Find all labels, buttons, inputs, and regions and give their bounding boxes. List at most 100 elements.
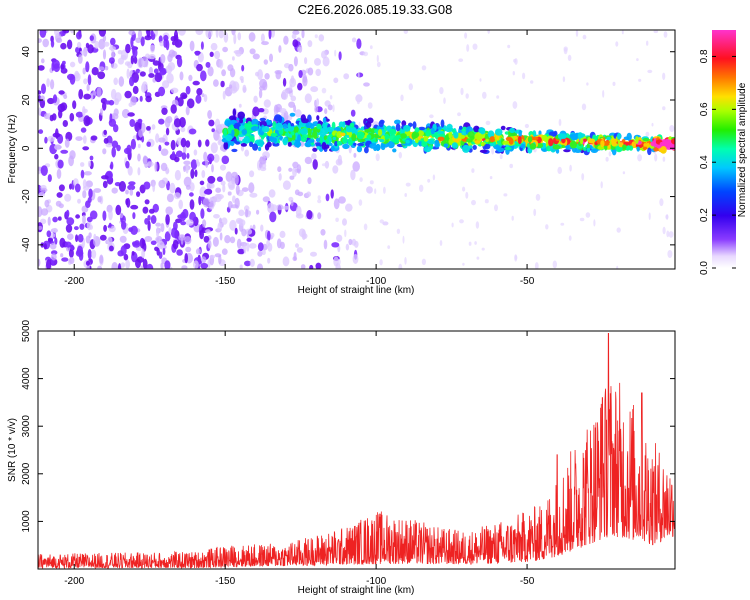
spectrogram-noise-blob: [279, 230, 286, 238]
spectrogram-faint-blob: [357, 72, 360, 79]
spectrogram-noise-blob: [135, 258, 141, 269]
spectrogram-signal-blob: [412, 131, 420, 139]
spectrogram-faint-blob: [560, 222, 565, 226]
spectrogram-noise-blob: [229, 219, 237, 231]
spectrogram-noise-blob: [234, 174, 239, 186]
spectrogram-noise-blob: [245, 208, 249, 218]
spectrogram-noise-blob: [120, 245, 127, 256]
spectrogram-noise-blob: [64, 193, 72, 202]
spectrogram-y-label: Frequency (Hz): [7, 115, 18, 184]
spectrogram-signal-blob: [448, 131, 453, 139]
spectrogram-noise-blob: [80, 162, 85, 167]
spectrogram-noise-blob: [242, 87, 247, 93]
spectrogram-faint-blob: [600, 181, 603, 189]
spectrogram-faint-blob: [669, 125, 675, 132]
spectrogram-x-label: Height of straight line (km): [298, 285, 415, 296]
spectrogram-noise-blob: [333, 198, 340, 210]
spectrogram-noise-blob: [60, 64, 65, 70]
spectrogram-signal-blob: [458, 134, 466, 139]
spectrogram-noise-blob: [60, 42, 67, 50]
spectrogram-noise-blob: [194, 51, 200, 56]
spectrogram-noise-blob: [186, 98, 195, 109]
spectrogram-noise-blob: [110, 161, 114, 170]
spectrogram-noise-blob: [322, 56, 330, 67]
spectrogram-noise-blob: [86, 216, 93, 223]
spectrogram-noise-blob: [127, 184, 136, 191]
spectrogram-noise-blob: [189, 40, 195, 52]
spectrogram-signal-blob: [275, 122, 284, 131]
spectrogram-noise-blob: [120, 262, 126, 268]
spectrogram-faint-blob: [451, 222, 454, 228]
spectrogram-noise-blob: [338, 196, 346, 204]
spectrogram-noise-blob: [214, 50, 221, 60]
spectrogram-noise-blob: [185, 85, 191, 95]
spectrogram-noise-blob: [331, 242, 340, 248]
spectrogram-signal-blob: [484, 143, 491, 150]
spectrogram-noise-blob: [363, 82, 370, 87]
spectrogram-faint-blob: [612, 81, 616, 86]
spectrogram-noise-blob: [267, 230, 271, 241]
colorbar-label: Normalized spectral amplitude: [737, 82, 748, 217]
spectrogram-noise-blob: [256, 209, 260, 215]
spectrogram-noise-blob: [324, 160, 330, 169]
spectrogram-noise-blob: [189, 192, 194, 197]
spectrogram-noise-blob: [307, 67, 314, 76]
spectrogram-noise-blob: [168, 227, 172, 234]
spectrogram-signal-blob: [312, 147, 318, 152]
spectrogram-noise-blob: [348, 238, 353, 246]
spectrogram-noise-blob: [333, 77, 339, 84]
spectrogram-signal-blob: [440, 119, 445, 128]
spectrogram-faint-blob: [421, 258, 426, 265]
spectrogram-noise-blob: [130, 55, 135, 65]
spectrogram-signal-blob: [635, 136, 639, 144]
spectrogram-noise-blob: [298, 228, 306, 237]
spectrogram-noise-blob: [150, 240, 157, 246]
spectrogram-noise-blob: [38, 65, 45, 71]
spectrogram-noise-blob: [102, 148, 107, 155]
spectrogram-signal-blob: [473, 125, 480, 133]
spectrogram-noise-blob: [258, 108, 265, 113]
spectrogram-noise-blob: [221, 248, 228, 255]
spectrogram-signal-blob: [223, 128, 227, 137]
spectrogram-signal-blob: [553, 130, 558, 137]
spectrogram-noise-blob: [132, 212, 136, 220]
spectrogram-y-tick-label: 0: [21, 145, 32, 151]
spectrogram-faint-blob: [533, 208, 537, 217]
spectrogram-noise-blob: [342, 218, 347, 226]
spectrogram-signal-blob: [509, 127, 515, 133]
spectrogram-noise-blob: [74, 70, 80, 79]
spectrogram-noise-blob: [178, 199, 183, 210]
spectrogram-noise-blob: [129, 76, 135, 87]
spectrogram-signal-blob: [225, 134, 233, 141]
spectrogram-signal-blob: [241, 129, 248, 135]
spectrogram-noise-blob: [108, 245, 114, 252]
spectrogram-noise-blob: [146, 141, 151, 147]
spectrogram-faint-blob: [645, 131, 650, 137]
spectrogram-signal-blob: [414, 127, 420, 133]
spectrogram-signal-blob: [445, 127, 453, 133]
spectrogram-signal-blob: [394, 119, 401, 125]
spectrogram-signal-blob: [589, 145, 593, 149]
spectrogram-signal-blob: [555, 148, 560, 154]
spectrogram-signal-blob: [557, 133, 565, 140]
spectrogram-noise-blob: [315, 98, 320, 107]
spectrogram-faint-blob: [481, 247, 485, 251]
spectrogram-noise-blob: [208, 119, 215, 127]
spectrogram-noise-blob: [82, 67, 86, 75]
spectrogram-faint-blob: [512, 101, 518, 109]
spectrogram-noise-blob: [67, 233, 74, 240]
spectrogram-noise-blob: [176, 249, 183, 256]
spectrogram-signal-blob: [662, 141, 669, 146]
spectrogram-faint-blob: [479, 78, 482, 82]
spectrogram-noise-blob: [166, 73, 174, 84]
spectrogram-signal-blob: [418, 126, 426, 131]
spectrogram-noise-blob: [290, 75, 295, 84]
spectrogram-noise-blob: [50, 253, 57, 261]
snr-x-tick-label: -100: [366, 576, 386, 587]
spectrogram-signal-blob: [461, 130, 468, 136]
spectrogram-noise-blob: [382, 221, 389, 226]
spectrogram-signal-blob: [538, 130, 542, 136]
spectrogram-faint-blob: [404, 257, 407, 265]
spectrogram-faint-blob: [376, 54, 379, 63]
spectrogram-noise-blob: [104, 100, 111, 105]
